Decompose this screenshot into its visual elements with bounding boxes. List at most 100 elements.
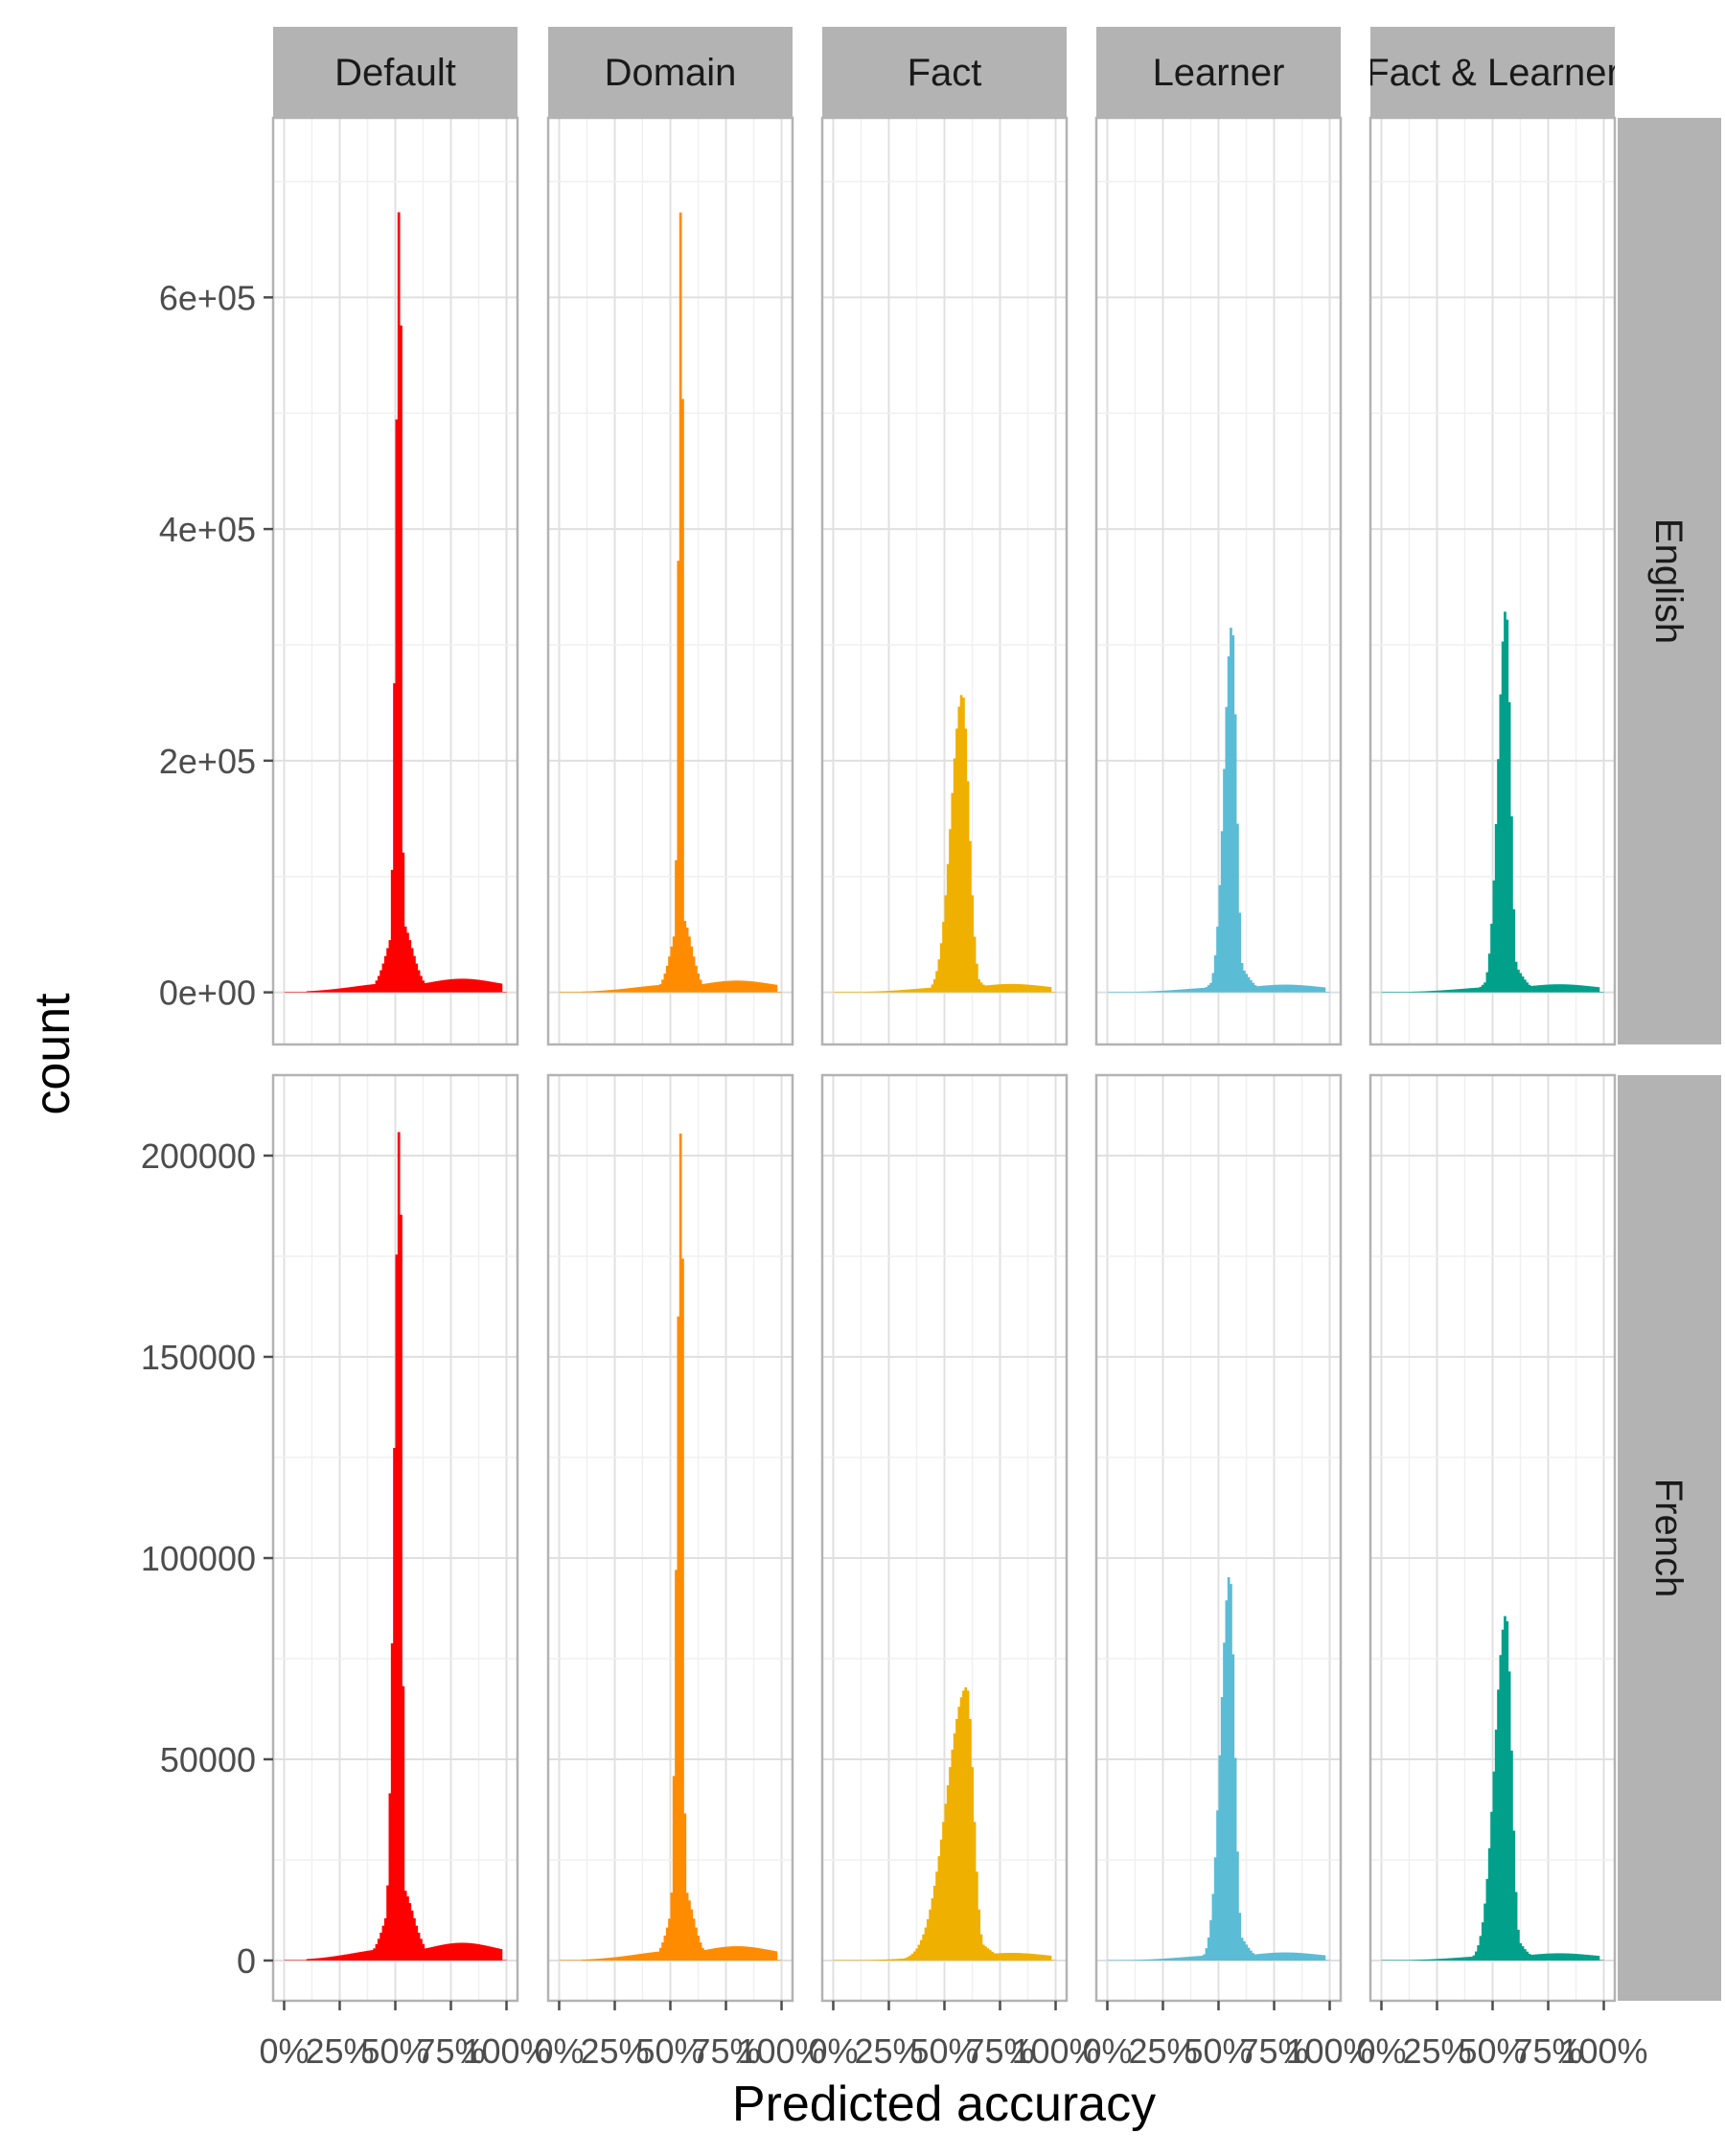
histogram-bar — [690, 1909, 694, 1961]
column-strip-learner: Learner — [1096, 27, 1341, 117]
histogram-bar — [1548, 1953, 1552, 1961]
histogram-bar — [594, 1959, 598, 1961]
histogram-bar — [388, 940, 392, 993]
histogram-bar — [991, 984, 994, 993]
histogram-bar — [370, 1950, 374, 1961]
histogram-bar — [426, 982, 429, 993]
histogram-bar — [893, 990, 896, 993]
histogram-bar — [1037, 985, 1041, 993]
histogram-bar — [628, 1955, 632, 1961]
histogram-bar — [452, 1942, 456, 1961]
histogram-bar — [882, 1960, 886, 1961]
histogram-bar — [772, 1950, 775, 1961]
histogram-bar — [1191, 988, 1195, 993]
histogram-bar — [381, 963, 385, 993]
histogram-bar — [1116, 992, 1119, 993]
histogram-bar — [359, 985, 363, 993]
histogram-bar — [959, 695, 963, 993]
panel-fact-english — [820, 116, 1069, 1046]
histogram-bar — [1196, 1956, 1200, 1961]
histogram-bar — [410, 948, 414, 993]
histogram-bar — [973, 1822, 977, 1961]
histogram-bar — [939, 943, 943, 993]
histogram-bar — [390, 1642, 394, 1961]
histogram-bar — [341, 988, 345, 993]
histogram-bar — [712, 1948, 716, 1961]
histogram-bar — [946, 863, 950, 993]
histogram-bar — [902, 1958, 906, 1961]
histogram-bar — [984, 985, 987, 993]
histogram-bar — [1576, 985, 1580, 993]
histogram-bar — [1289, 1952, 1293, 1961]
histogram-bar — [1299, 1953, 1301, 1961]
histogram-bar — [926, 987, 930, 993]
histogram-bar — [1588, 986, 1592, 993]
histogram-bar — [1559, 1953, 1562, 1961]
histogram-bar — [1118, 992, 1121, 993]
histogram-bar — [1169, 1958, 1173, 1961]
histogram-bar — [1018, 984, 1021, 993]
histogram-bar — [1546, 1953, 1549, 1961]
histogram-bar — [1299, 985, 1301, 993]
histogram-bar — [408, 940, 412, 993]
histogram-bar — [844, 992, 847, 993]
histogram-bar — [1510, 815, 1513, 993]
histogram-bar — [1506, 619, 1509, 993]
histogram-bar — [1314, 1954, 1318, 1961]
histogram-bar — [406, 932, 409, 993]
histogram-bar — [1174, 1958, 1177, 1961]
histogram-bar — [1220, 1697, 1224, 1961]
histogram-bar — [1438, 1959, 1442, 1961]
histogram-bar — [1441, 1959, 1444, 1961]
histogram-bar — [606, 1958, 609, 1961]
histogram-bar — [1528, 1953, 1531, 1961]
histogram-bar — [975, 1871, 978, 1961]
histogram-bar — [630, 987, 633, 993]
histogram-bar — [655, 1951, 657, 1961]
histogram-bar — [648, 985, 652, 993]
histogram-bar — [488, 1946, 492, 1961]
histogram-bar — [1107, 992, 1111, 993]
histogram-bar — [499, 1949, 503, 1961]
histogram-bar — [752, 1947, 756, 1961]
histogram-bar — [721, 1946, 724, 1961]
histogram-bar — [665, 965, 669, 993]
histogram-bar — [1000, 984, 1003, 993]
histogram-bar — [1563, 984, 1567, 993]
histogram-bar — [710, 1948, 713, 1961]
histogram-bar — [998, 1953, 1000, 1961]
histogram-bar — [464, 978, 468, 993]
histogram-bar — [1149, 991, 1153, 993]
histogram-bar — [639, 1954, 642, 1961]
histogram-bar — [746, 1946, 749, 1961]
histogram-bar — [1507, 701, 1511, 993]
y-tick-label: 2e+05 — [159, 742, 256, 781]
histogram-bar — [924, 988, 928, 993]
histogram-bar — [964, 728, 968, 993]
histogram-bar — [652, 1952, 656, 1961]
histogram-bar — [1501, 641, 1505, 993]
histogram-bar — [1161, 990, 1163, 993]
histogram-bar — [1561, 1953, 1565, 1961]
histogram-bar — [1492, 1771, 1496, 1961]
histogram-bar — [1309, 1954, 1313, 1961]
histogram-bar — [1512, 1830, 1516, 1961]
histogram-bar — [1570, 984, 1574, 993]
histogram-bar — [981, 1944, 985, 1961]
histogram-bar — [1243, 970, 1246, 993]
histogram-bar — [1287, 984, 1291, 993]
histogram-bar — [1467, 1957, 1471, 1961]
histogram-bar — [770, 1950, 773, 1961]
histogram-bar — [1490, 1811, 1493, 1961]
histogram-bar — [1592, 1955, 1596, 1961]
histogram-bar — [410, 1910, 414, 1961]
histogram-bar — [455, 1942, 458, 1961]
histogram-bar — [1321, 1955, 1323, 1961]
histogram-bar — [375, 1943, 379, 1961]
histogram-bar — [1459, 989, 1462, 993]
histogram-bar — [292, 992, 296, 993]
histogram-bar — [681, 399, 684, 993]
row-strip-background — [1618, 118, 1721, 1044]
x-tick-label: 0% — [1356, 2031, 1406, 2071]
histogram-bar — [1534, 1954, 1538, 1961]
